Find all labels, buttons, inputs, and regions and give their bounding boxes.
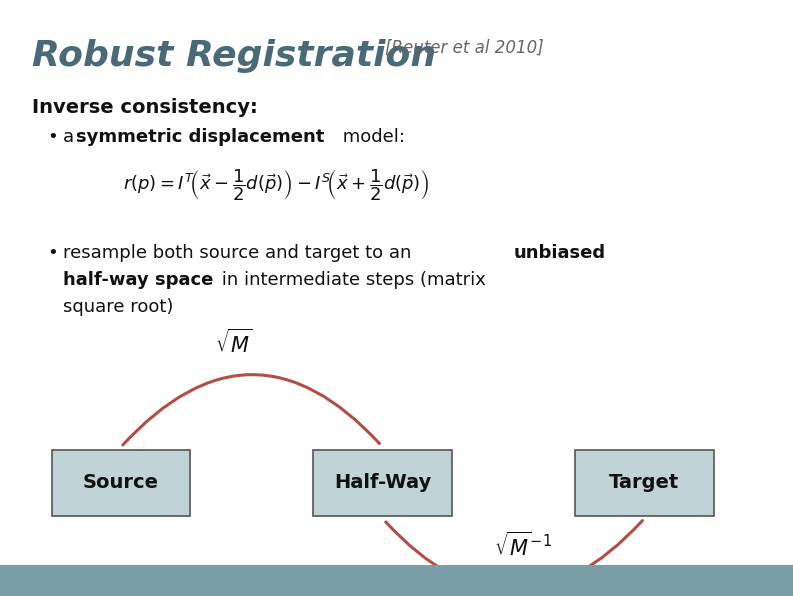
Bar — [0, 565, 793, 596]
Text: square root): square root) — [63, 298, 174, 316]
Text: $r(p) = I^T\!\left(\vec{x} - \dfrac{1}{2}d(\vec{p})\right) - I^S\!\left(\vec{x} : $r(p) = I^T\!\left(\vec{x} - \dfrac{1}{2… — [123, 167, 430, 203]
Text: •: • — [48, 244, 59, 262]
Text: a: a — [63, 128, 80, 146]
Text: symmetric displacement: symmetric displacement — [76, 128, 324, 146]
Text: [Reuter et al 2010]: [Reuter et al 2010] — [385, 39, 543, 57]
Text: Half-Way: Half-Way — [334, 473, 431, 492]
Text: Inverse consistency:: Inverse consistency: — [32, 98, 258, 117]
Text: $\sqrt{M}$: $\sqrt{M}$ — [215, 328, 253, 357]
FancyBboxPatch shape — [575, 450, 714, 516]
FancyArrowPatch shape — [123, 375, 379, 445]
Text: $\sqrt{M}^{-1}$: $\sqrt{M}^{-1}$ — [494, 531, 553, 560]
Text: resample both source and target to an: resample both source and target to an — [63, 244, 418, 262]
Text: Source: Source — [83, 473, 159, 492]
Text: Target: Target — [609, 473, 680, 492]
Text: in intermediate steps (matrix: in intermediate steps (matrix — [216, 271, 485, 289]
Text: half-way space: half-way space — [63, 271, 214, 289]
Text: •: • — [48, 128, 59, 146]
FancyArrowPatch shape — [386, 520, 642, 591]
FancyBboxPatch shape — [52, 450, 190, 516]
Text: model:: model: — [337, 128, 405, 146]
Text: Robust Registration: Robust Registration — [32, 39, 436, 73]
Text: unbiased: unbiased — [514, 244, 606, 262]
FancyBboxPatch shape — [313, 450, 452, 516]
